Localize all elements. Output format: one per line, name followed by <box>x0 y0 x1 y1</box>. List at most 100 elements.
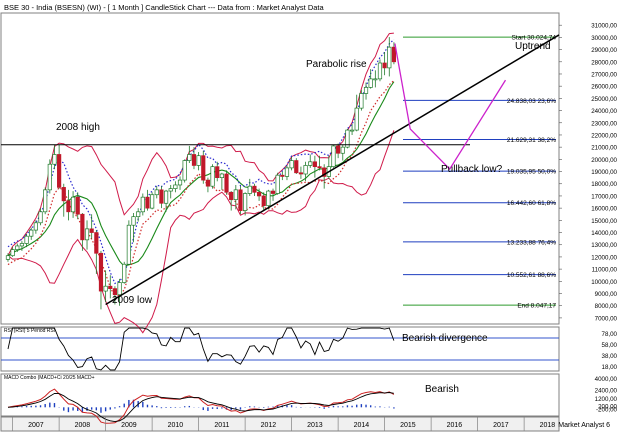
rsi-title: RSI (RSI) 5 Period RSI <box>4 328 55 334</box>
candle-up <box>84 228 90 241</box>
candle-up <box>10 249 15 257</box>
candle-down <box>317 166 322 169</box>
candle-down <box>66 200 71 213</box>
fib-level-label: 21.629,31 38,2% <box>507 137 556 144</box>
candle-up <box>182 160 187 181</box>
candle-up <box>15 245 20 250</box>
fib-level-label: Start 30.024,74 <box>512 35 557 42</box>
annotation-2009-low: 2009 low <box>112 295 153 306</box>
candle-up <box>387 46 392 69</box>
candle-down <box>145 196 150 209</box>
candle-up <box>368 78 373 88</box>
candle-down <box>61 187 66 202</box>
candle-down <box>80 213 85 241</box>
rsi-line <box>7 327 395 371</box>
candle-up <box>196 155 201 166</box>
fib-level-label: 13.233,88 76,4% <box>507 239 556 246</box>
candle-down <box>215 166 220 178</box>
macd-tick-label: 1200,00 <box>595 396 618 403</box>
candle-down <box>57 154 62 188</box>
candle-down <box>108 285 113 289</box>
candle-up <box>187 154 192 161</box>
candle-up <box>219 173 224 178</box>
rsi-tick-label: 78,00 <box>602 331 618 338</box>
candle-down <box>256 191 262 197</box>
x-tick-label: 2013 <box>307 422 323 429</box>
candle-up <box>47 163 52 191</box>
annotation-2008-high: 2008 high <box>56 122 100 133</box>
candle-down <box>252 185 257 193</box>
candle-up <box>43 189 48 213</box>
candle-up <box>38 211 43 224</box>
candle-up <box>345 129 350 148</box>
candle-up <box>363 87 369 94</box>
candle-down <box>280 174 285 177</box>
x-tick-label: 2014 <box>354 422 370 429</box>
chart-title: BSE 30 - India (BSESN) (WI) - [ 1 Month … <box>4 3 325 12</box>
y-tick-label: 18000,00 <box>591 181 617 188</box>
candle-up <box>154 189 159 196</box>
y-tick-label: 31000,00 <box>591 23 617 30</box>
x-tick-label: 2015 <box>400 422 416 429</box>
candle-down <box>112 288 118 296</box>
x-axis-bar <box>0 416 560 432</box>
x-tick-label: 2012 <box>261 422 277 429</box>
candle-down <box>229 191 234 200</box>
rsi-tick-label: 18,00 <box>602 364 618 371</box>
price-pane-frame <box>0 12 560 325</box>
candle-up <box>275 174 280 194</box>
y-tick-label: 19000,00 <box>591 169 617 176</box>
y-tick-label: 20000,00 <box>591 157 617 164</box>
y-tick-label: 30000,00 <box>591 35 617 42</box>
y-tick-label: 14000,00 <box>591 230 617 237</box>
candle-up <box>340 146 345 154</box>
macd-tick-label: 4000,00 <box>595 376 618 383</box>
candle-up <box>233 189 238 200</box>
candle-down <box>391 46 397 63</box>
macd-signal-line <box>7 392 394 423</box>
candle-down <box>205 179 211 187</box>
macd-tick-label: -200,00 <box>596 406 618 413</box>
upper-band-line <box>7 32 394 256</box>
candle-up <box>5 255 11 260</box>
candle-up <box>173 184 178 189</box>
y-tick-label: 24000,00 <box>591 108 617 115</box>
candle-up <box>177 179 183 186</box>
annotation-pullback-low: Pullback low? <box>441 164 503 175</box>
rsi-tick-label: 38,00 <box>602 353 618 360</box>
x-tick-label: 2017 <box>493 422 509 429</box>
x-tick-label: 2010 <box>168 422 184 429</box>
candle-down <box>201 155 206 181</box>
watermark: Market Analyst 6 <box>558 422 610 429</box>
candle-up <box>266 190 271 207</box>
candle-up <box>243 193 248 211</box>
candle-up <box>150 194 155 209</box>
candle-up <box>122 263 127 283</box>
rsi-pane-frame <box>0 326 560 372</box>
candle-up <box>373 78 378 81</box>
indicator-layer: 78,00 58,00 38,00 18,00 4000,00 2400,00 1200,0… <box>1 327 618 424</box>
candle-down <box>98 252 104 292</box>
fib-level-label: 19.035,95 50,0% <box>507 169 556 176</box>
y-tick-label: 28000,00 <box>591 59 617 66</box>
candle-up <box>19 243 25 247</box>
candle-down <box>382 62 387 69</box>
candle-up <box>349 129 355 132</box>
y-tick-label: 11000,00 <box>592 267 618 274</box>
annotation-bearish: Bearish <box>425 384 459 395</box>
macd-tick-label: 200,00 <box>598 403 617 410</box>
fibonacci-layer: Start 30.024,74 24.838,03 23,6% 21.629,31 … <box>403 35 556 310</box>
candle-up <box>308 161 313 166</box>
candle-down <box>224 173 229 193</box>
y-tick-label: 10000,00 <box>591 279 617 286</box>
candle-down <box>270 190 276 194</box>
y-tick-label: 16000,00 <box>591 206 617 213</box>
candle-down <box>191 154 197 166</box>
x-tick-label: 2007 <box>28 422 44 429</box>
candle-up <box>303 165 308 175</box>
candle-down <box>298 172 304 175</box>
y-tick-label: 23000,00 <box>591 120 617 127</box>
candle-up <box>354 107 359 131</box>
